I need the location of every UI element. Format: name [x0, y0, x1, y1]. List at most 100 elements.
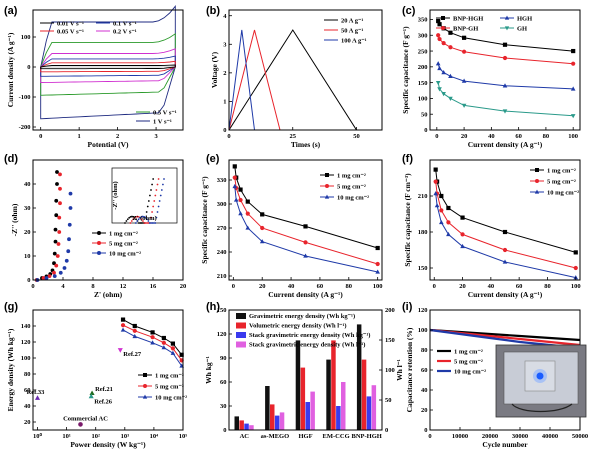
bar	[300, 367, 306, 430]
panel-c-ytick-label: 50	[421, 111, 428, 118]
panel-label-f: (f)	[402, 153, 413, 165]
panel-c-xtick-label: 20	[461, 133, 468, 140]
legend-label: GH	[517, 25, 527, 32]
i-xtick-label: 10000	[452, 433, 468, 440]
a-ytick-label: -100	[19, 94, 31, 101]
panel-label-g: (g)	[4, 301, 18, 313]
data-point	[437, 87, 442, 92]
legend-marker	[97, 241, 101, 245]
g-ytick-label: 60	[24, 387, 31, 394]
inset-point	[129, 222, 132, 224]
data-point	[448, 73, 453, 78]
inset-x-label: Z' (ohm)	[132, 215, 156, 222]
data-point	[55, 254, 60, 258]
g-ytick-label: 20	[24, 419, 31, 426]
inset-point	[140, 222, 143, 224]
i-ytick-label: 20	[421, 407, 428, 414]
data-point	[436, 18, 441, 24]
panel-label-h: (h)	[206, 301, 220, 313]
panel-c-xtick-label: 60	[515, 133, 522, 140]
legend-label: 0.5 V s⁻¹	[153, 109, 177, 116]
reference-point	[88, 393, 94, 399]
panel-c-ytick-label: 250	[418, 48, 428, 55]
gcd-curve	[228, 29, 255, 131]
panel-label-d: (d)	[4, 153, 18, 165]
d-xtick-label: 16	[150, 283, 157, 290]
plot-area	[429, 159, 581, 281]
data-point	[439, 193, 444, 199]
data-point	[433, 167, 438, 172]
data-point	[179, 352, 184, 357]
legend-marker	[143, 373, 147, 377]
inset-point	[157, 178, 160, 180]
inset-point	[163, 178, 165, 180]
g-xtick-label: 10¹	[62, 433, 71, 440]
data-point	[52, 274, 57, 279]
g-x-axis-label: Power density (W kg⁻¹)	[70, 440, 146, 449]
data-point	[461, 35, 467, 40]
inset-point	[160, 189, 163, 191]
data-point	[150, 330, 155, 335]
data-point	[232, 164, 237, 169]
b-xtick-label: 0	[227, 133, 230, 140]
d-xtick-label: 12	[120, 283, 127, 290]
inset-point	[156, 183, 159, 186]
a-ytick-label: -200	[19, 124, 31, 131]
legend-label: 5 mg cm⁻²	[109, 240, 138, 247]
data-point	[52, 251, 57, 256]
data-point	[238, 197, 243, 203]
category-label: AC	[240, 433, 250, 440]
data-point	[448, 96, 453, 101]
bar	[371, 385, 377, 430]
series-line	[122, 329, 183, 367]
d-ytick-label: 10	[24, 253, 31, 260]
data-point	[132, 328, 137, 333]
bar	[366, 396, 372, 430]
d-ytick-label: 30	[24, 205, 31, 212]
panel-e-xtick-label: 40	[288, 283, 295, 290]
inset-y-label: -Z'' (ohm)	[112, 181, 119, 209]
legend-marker	[535, 168, 539, 172]
data-point	[303, 224, 308, 229]
panel-c-ytick-label: 350	[418, 17, 428, 24]
legend-label: BNP-HGH	[453, 15, 483, 22]
data-point	[375, 245, 380, 251]
g-y-axis-label: Energy density (Wh kg⁻¹)	[6, 328, 15, 411]
inset-point	[144, 222, 147, 224]
h-ytick-label: 0	[223, 427, 226, 434]
data-point	[571, 48, 576, 54]
data-point	[502, 259, 508, 264]
b-xtick-label: 50	[353, 133, 360, 140]
inset-point	[141, 215, 144, 218]
bar	[326, 359, 331, 430]
panel-i: 0 10000 20000 30000 40000 50000 0 20 40 60 80 100 12…	[405, 307, 588, 449]
i-xtick-label: 40000	[542, 433, 558, 440]
inset-point	[156, 211, 159, 213]
inset-point	[126, 218, 129, 221]
data-point	[437, 22, 442, 27]
inset-point	[150, 216, 152, 219]
g-xtick-label: 10⁵	[179, 433, 188, 440]
data-point	[245, 211, 250, 216]
data-point	[170, 341, 176, 346]
panel-label-c: (c)	[402, 5, 416, 17]
plot-area-d	[32, 159, 184, 281]
data-point	[57, 230, 62, 234]
legend-label: 5 mg cm⁻²	[337, 183, 366, 190]
data-point	[573, 265, 578, 271]
inset-point	[135, 215, 137, 218]
data-point	[502, 55, 508, 61]
data-point	[170, 346, 176, 351]
legend-label: 1 mg cm⁻²	[454, 348, 483, 355]
inset-point	[151, 222, 154, 224]
legend-marker	[441, 26, 445, 30]
h-ytick-label: 150	[217, 307, 227, 314]
plot-area	[429, 9, 581, 131]
legend-label: 5 mg cm⁻²	[155, 383, 184, 390]
g-ytick-label: 120	[21, 339, 31, 346]
inset-point	[128, 216, 131, 219]
inset-point	[146, 222, 149, 224]
panel-f-ytick-label: 180	[418, 229, 428, 236]
data-point	[245, 225, 251, 230]
data-point	[245, 199, 250, 204]
